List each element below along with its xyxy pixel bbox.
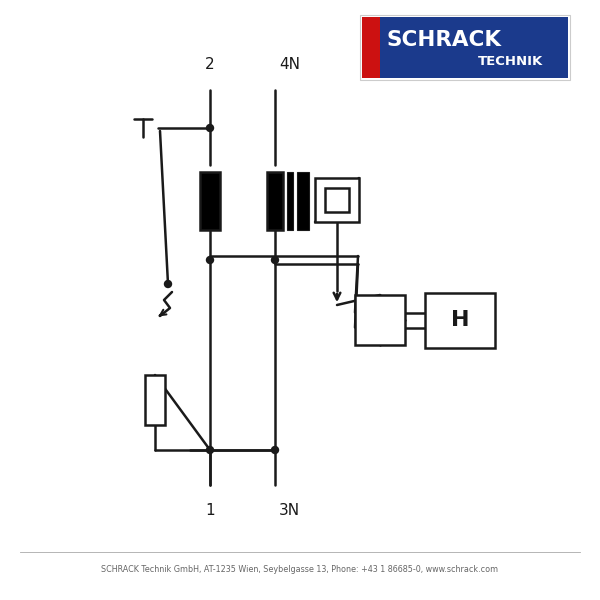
Bar: [355, 295, 405, 345]
Text: 3N: 3N: [279, 503, 300, 518]
Bar: [267, 172, 283, 230]
Text: TECHNIK: TECHNIK: [478, 55, 543, 68]
Circle shape: [164, 280, 172, 287]
Circle shape: [206, 446, 214, 454]
Bar: [145, 375, 165, 425]
Bar: [297, 172, 309, 230]
Text: SCHRACK Technik GmbH, AT-1235 Wien, Seybelgasse 13, Phone: +43 1 86685-0, www.sc: SCHRACK Technik GmbH, AT-1235 Wien, Seyb…: [101, 565, 499, 575]
Text: SCHRACK: SCHRACK: [386, 29, 501, 50]
Text: 1: 1: [205, 503, 215, 518]
Bar: [380, 17, 568, 78]
Text: 4N: 4N: [279, 57, 300, 72]
Text: 2: 2: [205, 57, 215, 72]
Bar: [425, 292, 495, 347]
Circle shape: [271, 257, 278, 263]
Bar: [287, 172, 293, 230]
Circle shape: [206, 124, 214, 131]
Circle shape: [271, 446, 278, 454]
Bar: [360, 15, 570, 80]
Bar: [325, 188, 349, 212]
Bar: [315, 178, 359, 222]
Text: H: H: [451, 310, 469, 330]
Polygon shape: [362, 17, 388, 78]
Circle shape: [206, 257, 214, 263]
Bar: [200, 172, 220, 230]
